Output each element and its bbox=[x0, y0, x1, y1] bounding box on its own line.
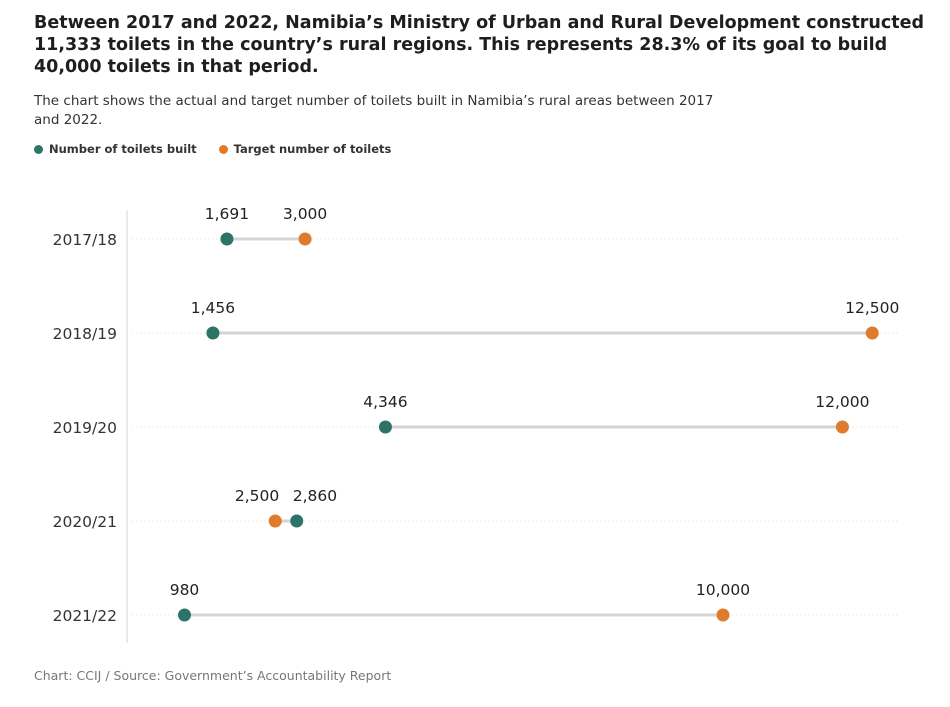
category-label: 2020/21 bbox=[53, 513, 117, 531]
category-label: 2021/22 bbox=[53, 607, 117, 625]
point-built bbox=[220, 232, 234, 246]
point-built bbox=[378, 420, 392, 434]
category-label: 2018/19 bbox=[53, 325, 117, 343]
chart-source: Chart: CCIJ / Source: Government’s Accou… bbox=[34, 668, 392, 683]
category-label: 2017/18 bbox=[53, 231, 117, 249]
legend: Number of toilets built Target number of… bbox=[34, 142, 934, 156]
legend-label-built: Number of toilets built bbox=[49, 142, 197, 156]
point-built bbox=[290, 514, 304, 528]
point-target bbox=[298, 232, 312, 246]
point-built bbox=[178, 608, 192, 622]
chart-header: Between 2017 and 2022, Namibia’s Ministr… bbox=[34, 12, 934, 156]
data-label-built: 1,456 bbox=[191, 299, 235, 317]
data-label-target: 3,000 bbox=[283, 205, 327, 223]
data-label-target: 12,000 bbox=[815, 393, 869, 411]
category-label: 2019/20 bbox=[53, 419, 117, 437]
point-target bbox=[716, 608, 730, 622]
chart-subtitle: The chart shows the actual and target nu… bbox=[34, 93, 714, 128]
point-target bbox=[268, 514, 282, 528]
legend-dot-target bbox=[218, 144, 228, 154]
point-built bbox=[206, 326, 220, 340]
data-label-built: 2,860 bbox=[293, 487, 337, 505]
legend-item-built: Number of toilets built bbox=[34, 142, 197, 156]
data-label-target: 2,500 bbox=[235, 487, 279, 505]
data-label-target: 12,500 bbox=[845, 299, 899, 317]
data-label-built: 4,346 bbox=[363, 393, 407, 411]
legend-label-target: Target number of toilets bbox=[233, 142, 392, 156]
legend-item-target: Target number of toilets bbox=[218, 142, 392, 156]
legend-dot-built bbox=[34, 144, 43, 154]
chart-title: Between 2017 and 2022, Namibia’s Ministr… bbox=[34, 13, 925, 77]
data-label-target: 10,000 bbox=[696, 581, 750, 599]
point-target bbox=[865, 326, 879, 340]
point-target bbox=[835, 420, 849, 434]
data-label-built: 980 bbox=[170, 581, 200, 599]
data-label-built: 1,691 bbox=[205, 205, 249, 223]
